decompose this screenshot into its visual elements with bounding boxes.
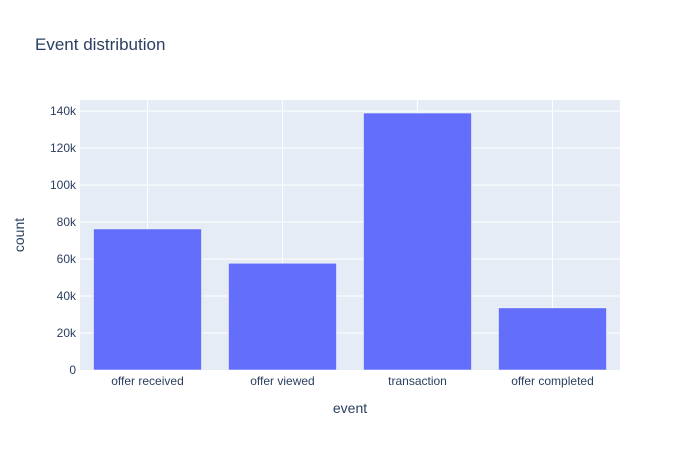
x-tick-label: offer completed bbox=[511, 374, 594, 388]
x-tick-label: offer viewed bbox=[250, 374, 314, 388]
bars bbox=[93, 112, 607, 371]
chart-title: Event distribution bbox=[35, 35, 165, 54]
x-tick-label: offer received bbox=[111, 374, 184, 388]
y-tick-label: 80k bbox=[57, 215, 77, 229]
bar-offer-received[interactable] bbox=[93, 228, 202, 371]
y-tick-label: 20k bbox=[57, 326, 77, 340]
y-tick-label: 0 bbox=[69, 363, 76, 377]
x-axis-ticks: offer received offer viewed transaction off… bbox=[111, 374, 594, 388]
x-axis-title: event bbox=[333, 400, 367, 416]
y-tick-label: 60k bbox=[57, 252, 77, 266]
y-tick-label: 100k bbox=[50, 178, 77, 192]
y-axis-title: count bbox=[11, 218, 27, 252]
y-tick-label: 40k bbox=[57, 289, 77, 303]
bar-offer-viewed[interactable] bbox=[228, 262, 337, 371]
y-tick-label: 140k bbox=[50, 104, 77, 118]
x-tick-label: transaction bbox=[388, 374, 447, 388]
y-axis-ticks: 0 20k 40k 60k 80k 100k 120k 140k bbox=[50, 104, 77, 377]
bar-transaction[interactable] bbox=[363, 112, 472, 371]
y-tick-label: 120k bbox=[50, 141, 77, 155]
bar-offer-completed[interactable] bbox=[498, 307, 607, 371]
